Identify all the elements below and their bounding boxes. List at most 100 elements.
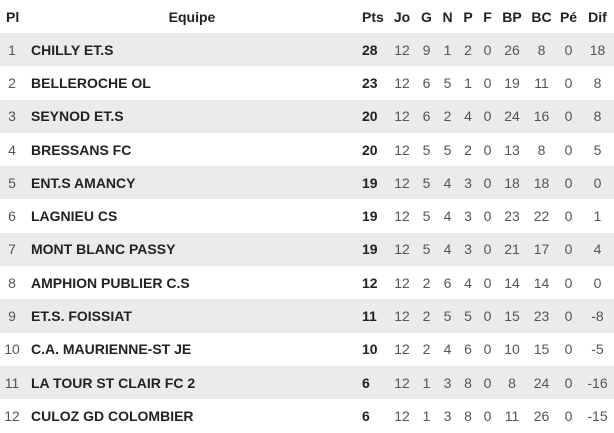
cell-p: 8	[464, 407, 472, 424]
cell-dif: 5	[593, 141, 602, 158]
cell-pe: 0	[564, 208, 573, 225]
cell-n: 3	[443, 407, 452, 424]
cell-pts: 20	[362, 141, 378, 158]
cell-bp: 13	[504, 141, 520, 158]
cell-bc: 16	[527, 99, 556, 133]
cell-pts: 10	[362, 341, 378, 358]
cell-p: 2	[464, 141, 472, 158]
table-row: 7 MONT BLANC PASSY 19 12 5 4 3 0 21 17 0 4	[0, 232, 614, 267]
cell-bc: 23	[527, 299, 556, 333]
cell-pts: 19	[362, 208, 378, 225]
table-row: 1 CHILLY ET.S 28 12 9 1 2 0 26 8 0 18	[0, 33, 614, 67]
cell-pts: 6	[360, 365, 388, 400]
cell-jo: 12	[388, 232, 416, 267]
team-name: ET.S. FOISSIAT	[24, 299, 360, 333]
table-row: 8 AMPHION PUBLIER C.S 12 12 2 6 4 0 14 14 0 0	[0, 266, 614, 299]
cell-bc: 18	[527, 166, 556, 200]
cell-dif: -15	[587, 407, 608, 424]
cell-dif: 4	[581, 232, 614, 267]
cell-pts: 23	[362, 74, 378, 91]
cell-bp: 23	[504, 208, 520, 225]
cell-n: 1	[437, 33, 458, 67]
cell-pe: 0	[556, 33, 581, 67]
cell-f: 0	[478, 166, 497, 200]
cell-g: 2	[416, 299, 437, 333]
cell-n: 5	[443, 74, 452, 91]
cell-f: 0	[483, 208, 492, 225]
cell-pts: 12	[362, 274, 378, 291]
cell-g: 6	[416, 99, 437, 133]
column-header-pts: Pts	[362, 8, 384, 25]
cell-jo: 12	[388, 299, 416, 333]
cell-dif: 8	[593, 74, 602, 91]
cell-jo: 12	[388, 33, 416, 67]
cell-pl: 2	[8, 74, 16, 91]
team-name: MONT BLANC PASSY	[24, 232, 360, 267]
cell-jo: 12	[394, 274, 410, 291]
column-header-pl: Pl	[6, 8, 20, 25]
cell-dif: -5	[591, 341, 604, 358]
team-name: CULOZ GD COLOMBIER	[31, 407, 194, 424]
team-name: ENT.S AMANCY	[24, 166, 360, 200]
cell-bc: 24	[527, 365, 556, 400]
cell-g: 1	[422, 407, 431, 424]
cell-pts: 6	[362, 407, 370, 424]
cell-bc: 17	[527, 232, 556, 267]
cell-pe: 0	[564, 407, 573, 424]
column-header-jo: Jo	[393, 8, 411, 25]
column-header-dif: Dif	[588, 8, 607, 25]
cell-n: 4	[437, 232, 458, 267]
cell-dif: 8	[581, 99, 614, 133]
cell-pl: 9	[0, 299, 24, 333]
cell-n: 4	[443, 208, 452, 225]
cell-g: 5	[422, 208, 431, 225]
cell-pe: 0	[564, 74, 573, 91]
cell-pe: 0	[556, 232, 581, 267]
team-name: BELLEROCHE OL	[31, 74, 151, 91]
cell-f: 0	[478, 365, 497, 400]
cell-pl: 8	[8, 274, 16, 291]
team-name: SEYNOD ET.S	[24, 99, 360, 133]
header-row: Pl Equipe Pts Jo G N P F BP BC Pé Dif	[0, 0, 614, 33]
cell-f: 0	[478, 232, 497, 267]
cell-p: 5	[458, 299, 478, 333]
team-name: BRESSANS FC	[31, 141, 132, 158]
cell-f: 0	[483, 141, 492, 158]
cell-p: 3	[458, 232, 478, 267]
cell-pe: 0	[556, 99, 581, 133]
cell-jo: 12	[394, 341, 410, 358]
cell-g: 5	[416, 232, 437, 267]
cell-f: 0	[483, 407, 492, 424]
cell-f: 0	[478, 99, 497, 133]
cell-bp: 19	[504, 74, 520, 91]
cell-pe: 0	[564, 274, 573, 291]
cell-bp: 26	[497, 33, 527, 67]
table-row: 4 BRESSANS FC 20 12 5 5 2 0 13 8 0 5	[0, 133, 614, 166]
cell-jo: 12	[394, 407, 410, 424]
cell-pl: 10	[4, 341, 20, 358]
cell-pe: 0	[564, 341, 573, 358]
cell-n: 2	[437, 99, 458, 133]
cell-jo: 12	[394, 208, 410, 225]
cell-bc: 15	[533, 341, 550, 358]
cell-f: 0	[478, 299, 497, 333]
table-row: 2 BELLEROCHE OL 23 12 6 5 1 0 19 11 0 8	[0, 66, 614, 99]
cell-bp: 8	[497, 365, 527, 400]
cell-bp: 15	[497, 299, 527, 333]
table-row: 5 ENT.S AMANCY 19 12 5 4 3 0 18 18 0 0	[0, 166, 614, 200]
cell-bc: 8	[537, 141, 546, 158]
cell-bc: 14	[533, 274, 550, 291]
cell-pl: 11	[0, 365, 24, 400]
column-header-bp: BP	[502, 8, 522, 25]
cell-f: 0	[483, 341, 492, 358]
column-header-bc: BC	[531, 8, 552, 25]
cell-pts: 20	[360, 99, 388, 133]
cell-g: 5	[416, 166, 437, 200]
cell-jo: 12	[394, 141, 410, 158]
cell-n: 4	[443, 341, 452, 358]
cell-n: 6	[443, 274, 452, 291]
cell-dif: 0	[593, 274, 602, 291]
cell-p: 3	[458, 166, 478, 200]
cell-pe: 0	[556, 299, 581, 333]
cell-pts: 19	[360, 166, 388, 200]
